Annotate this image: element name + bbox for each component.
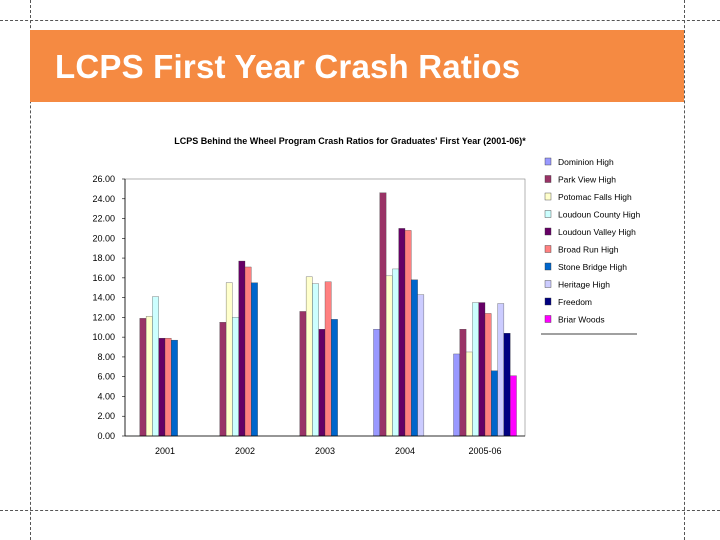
bar [238,260,246,437]
bar [158,337,166,437]
x-tick-label: 2004 [395,446,415,456]
y-tick-label: 10.00 [92,332,115,342]
bar [411,279,418,437]
bar [465,351,473,437]
y-tick-label: 20.00 [92,233,115,243]
y-tick-label: 18.00 [92,253,115,263]
legend-swatch [544,157,552,166]
y-tick-label: 12.00 [92,312,115,322]
legend-swatch [544,227,552,236]
legend-swatch [544,262,552,271]
legend-swatch [544,297,552,306]
y-tick-label: 8.00 [97,352,115,362]
bar [484,313,492,437]
bar [491,370,498,437]
x-tick-label: 2003 [315,446,335,456]
y-tick-label: 26.00 [92,174,115,184]
legend-label: Loudoun County High [558,210,641,220]
bar-chart: LCPS Behind the Wheel Program Crash Rati… [60,125,650,465]
legend-swatch [544,210,552,218]
bar [497,303,505,437]
bar [398,228,406,437]
bar [171,339,178,437]
x-tick-label: 2005-06 [468,446,501,456]
y-tick-label: 4.00 [97,391,115,401]
legend-label: Park View High [558,175,616,185]
bar [145,316,153,437]
bar [225,282,233,437]
x-tick-label: 2002 [235,446,255,456]
bar [324,281,332,437]
y-tick-label: 22.00 [92,214,115,224]
bar [331,319,338,437]
legend-swatch [544,175,552,183]
bar [312,283,319,437]
legend-label: Potomac Falls High [558,192,632,202]
guide-line-left [30,0,31,540]
bar [459,329,467,437]
chart-title: LCPS Behind the Wheel Program Crash Rati… [174,136,526,146]
legend-swatch [544,280,552,288]
bar [478,302,486,437]
title-bar: LCPS First Year Crash Ratios [30,30,684,102]
bar [299,311,307,437]
y-tick-label: 0.00 [97,431,115,441]
legend-label: Stone Bridge High [558,262,627,272]
legend-label: Dominion High [558,157,614,167]
legend-swatch [544,315,552,323]
bar [244,266,252,437]
legend-label: Freedom [558,297,592,307]
bar [453,353,460,437]
y-tick-label: 24.00 [92,194,115,204]
bar [385,275,393,437]
bar [219,322,227,437]
guide-line-right [684,0,685,540]
bar [164,337,172,437]
legend-swatch [544,245,552,253]
legend-label: Loudoun Valley High [558,227,636,237]
bar [232,317,239,437]
bar [318,329,326,437]
bar [251,282,258,437]
legend-label: Heritage High [558,280,610,290]
bar [139,318,147,437]
y-tick-label: 16.00 [92,273,115,283]
y-tick-label: 6.00 [97,372,115,382]
bar [392,268,399,437]
bar [305,276,313,437]
bar [373,329,380,437]
x-tick-label: 2001 [155,446,175,456]
legend-swatch [544,192,552,201]
bar [417,294,425,437]
bar [404,230,412,437]
y-tick-label: 14.00 [92,293,115,303]
slide-title: LCPS First Year Crash Ratios [55,48,521,85]
guide-line-top [0,20,720,21]
guide-line-bottom [0,510,720,511]
bar [152,296,159,437]
bar [510,375,517,437]
bar [472,302,479,437]
bar [379,192,387,437]
legend-label: Briar Woods [558,315,605,325]
y-tick-label: 2.00 [97,411,115,421]
legend-label: Broad Run High [558,245,619,255]
bar [503,333,511,437]
